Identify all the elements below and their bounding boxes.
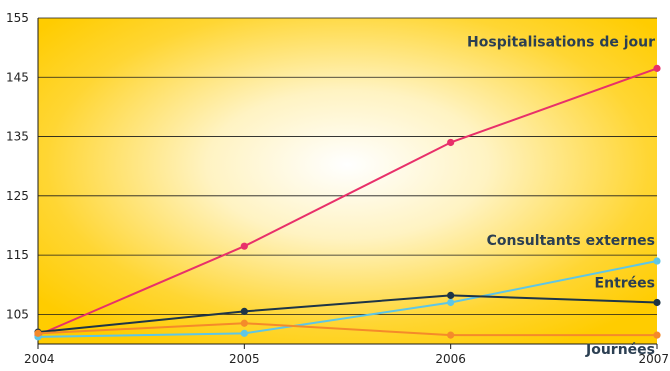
- series-point-3-2006: [447, 331, 455, 339]
- series-point-1-2005: [240, 329, 248, 337]
- series-label-2: Entrées: [595, 276, 655, 292]
- series-point-2-2006: [447, 291, 455, 299]
- series-point-3-2007: [653, 331, 661, 339]
- axes: 105 115 125 135 145 155 2004 2005 2006 2007: [6, 11, 669, 366]
- y-tick-label-145: 145: [6, 70, 29, 84]
- x-tick-label-2006: 2006: [435, 352, 466, 366]
- series-point-3-2005: [240, 319, 248, 327]
- series: [34, 64, 661, 341]
- y-tick-label-115: 115: [6, 248, 29, 262]
- series-line-3: [37, 322, 657, 337]
- series-label-0: Hospitalisations de jour: [467, 34, 655, 50]
- series-point-0-2006: [447, 138, 455, 147]
- y-tick-label-125: 125: [6, 189, 29, 203]
- series-point-1-2006: [447, 298, 455, 307]
- series-labels: Hospitalisations de jour Consultants exte…: [467, 34, 655, 358]
- y-tick-label-155: 155: [6, 11, 29, 25]
- x-tick-label-2005: 2005: [229, 352, 260, 366]
- series-point-3-2004: [34, 329, 42, 337]
- series-label-1: Consultants externes: [487, 233, 655, 249]
- x-tick-label-2004: 2004: [24, 352, 55, 366]
- y-tick-label-105: 105: [6, 307, 29, 321]
- series-line-2: [37, 294, 658, 334]
- series-point-0-2005: [240, 242, 248, 250]
- series-point-2-2005: [240, 307, 248, 315]
- series-label-3: Journées: [585, 342, 655, 358]
- series-point-1-2007: [653, 257, 661, 265]
- y-tick-label-135: 135: [6, 130, 29, 144]
- series-line-1: [37, 260, 658, 338]
- series-line-0: [37, 67, 658, 337]
- grid: [38, 17, 657, 315]
- series-point-2-2007: [653, 298, 661, 307]
- series-point-0-2007: [653, 64, 661, 72]
- x-tick-label-2007: 2007: [638, 352, 669, 366]
